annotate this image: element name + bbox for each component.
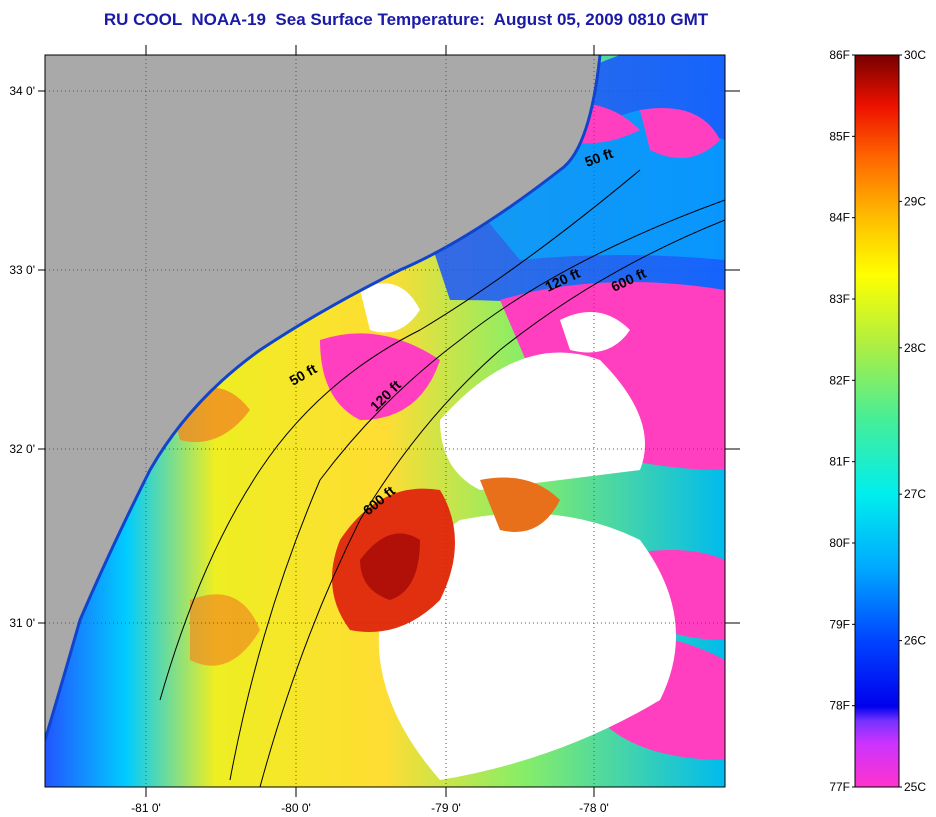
colorbar-c-label: 27C [904,487,926,501]
colorbar-c-label: 29C [904,194,926,208]
lon-label-80: -80 0' [281,801,311,815]
colorbar-f-label: 80F [829,536,850,550]
contour-120ft [229,199,725,781]
warm-core-1 [360,533,420,600]
colorbar-f-label: 81F [829,455,850,469]
map-title: RU COOL NOAA-19 Sea Surface Temperature:… [103,10,709,29]
lon-label-81: -81 0' [131,801,161,815]
colorbar-c-labels: 30C 29C 28C 27C 26C 25C [904,48,926,794]
cold-patch-3 [320,333,440,420]
colorbar-f-label: 84F [829,211,850,225]
colorbar-ticks [852,54,902,788]
cloud-4 [560,312,630,353]
colorbar-c-label: 28C [904,341,926,355]
map-area [45,55,725,787]
lat-label-33: 33 0' [9,263,35,277]
colorbar-f-label: 82F [829,373,850,387]
land-mass [45,55,600,740]
lon-label-79: -79 0' [431,801,461,815]
axis-ticks [38,45,740,797]
colorbar-c-label: 26C [904,634,926,648]
warm-patch-2 [480,477,560,532]
lon-label-78: -78 0' [579,801,609,815]
colorbar-f-label: 85F [829,129,850,143]
contour-50ft [159,169,641,701]
colorbar-f-label: 78F [829,699,850,713]
colorbar [854,54,900,788]
colorbar-f-label: 83F [829,292,850,306]
colorbar-f-labels: 86F 85F 84F 83F 82F 81F 80F 79F 78F 77F [829,48,850,794]
colorbar-f-label: 79F [829,617,850,631]
contour-600ft [259,219,725,787]
cloud-3 [360,283,420,333]
colorbar-f-label: 77F [829,780,850,794]
map-frame [44,54,726,788]
lat-label-32: 32 0' [9,442,35,456]
colorbar-c-label: 30C [904,48,926,62]
cold-patch-2 [640,108,720,158]
warm-patch-4 [190,594,260,666]
coastline [45,55,602,741]
lat-label-34: 34 0' [9,84,35,98]
graticule [45,55,725,787]
colorbar-c-label: 25C [904,780,926,794]
lat-label-31: 31 0' [9,616,35,630]
cloud-2 [378,513,676,780]
colorbar-f-label: 86F [829,48,850,62]
